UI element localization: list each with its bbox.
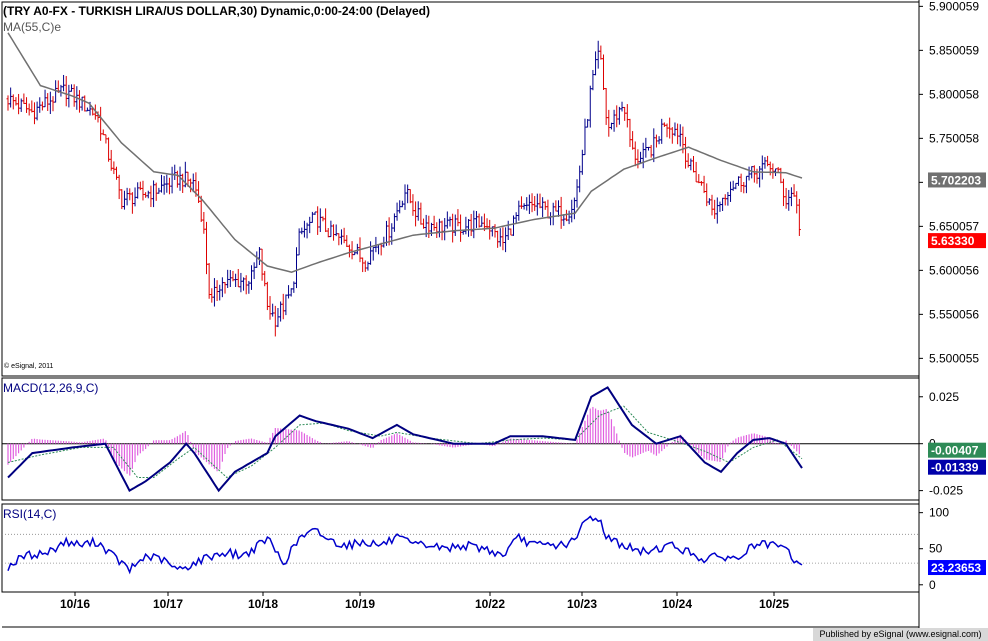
macd-histogram-badge-label: -0.00407 [931, 444, 979, 458]
chart-title: (TRY A0-FX - TURKISH LIRA/US DOLLAR,30) … [3, 4, 430, 18]
price-axis-label: 5.650057 [929, 219, 979, 233]
rsi-axis-label: 50 [929, 542, 943, 556]
time-axis-label: 10/22 [475, 597, 505, 611]
macd-axis-label: -0.025 [929, 484, 963, 498]
rsi-value-badge-label: 23.23653 [931, 561, 981, 575]
rsi-value-badge [928, 560, 986, 576]
macd-value-badge [928, 459, 986, 475]
macd-signal-line [7, 405, 803, 479]
price-axis-label: 5.500055 [929, 351, 979, 365]
price-axis-label: 5.800058 [929, 87, 979, 101]
rsi-axis-label: 0 [929, 578, 936, 592]
time-axis-label: 10/25 [759, 597, 789, 611]
ma-value-badge-label: 5.702203 [931, 173, 981, 187]
price-axis-label: 5.750058 [929, 131, 979, 145]
time-axis-label: 10/24 [662, 597, 692, 611]
macd-legend: MACD(12,26,9,C) [3, 381, 99, 395]
price-axis-label: 5.550056 [929, 307, 979, 321]
price-axis-label: 5.900059 [929, 0, 979, 13]
published-by-footer: Published by eSignal (www.esignal.com) [813, 628, 988, 641]
macd-axis-label: 0.025 [929, 390, 959, 404]
time-axis-label: 10/18 [248, 597, 278, 611]
time-axis-label: 10/19 [345, 597, 375, 611]
time-axis-label: 10/23 [567, 597, 597, 611]
time-axis-label: 10/16 [60, 597, 90, 611]
copyright-text: © eSignal, 2011 [4, 363, 54, 370]
ma-legend: MA(55,C)e [3, 20, 62, 34]
price-axis-label: 5.850059 [929, 43, 979, 57]
macd-histogram-badge [928, 442, 986, 458]
rsi-line [7, 515, 803, 575]
macd-value-badge-label: -0.01339 [931, 461, 979, 475]
last-price-badge-label: 5.63330 [931, 234, 975, 248]
ma-value-badge [928, 172, 986, 188]
time-axis-label: 10/17 [153, 597, 183, 611]
macd-line [7, 386, 803, 493]
rsi-legend: RSI(14,C) [3, 507, 57, 521]
price-axis-label: 5.600056 [929, 263, 979, 277]
rsi-axis-label: 100 [929, 506, 949, 520]
ma-line [7, 32, 803, 273]
last-price-badge [928, 233, 986, 249]
